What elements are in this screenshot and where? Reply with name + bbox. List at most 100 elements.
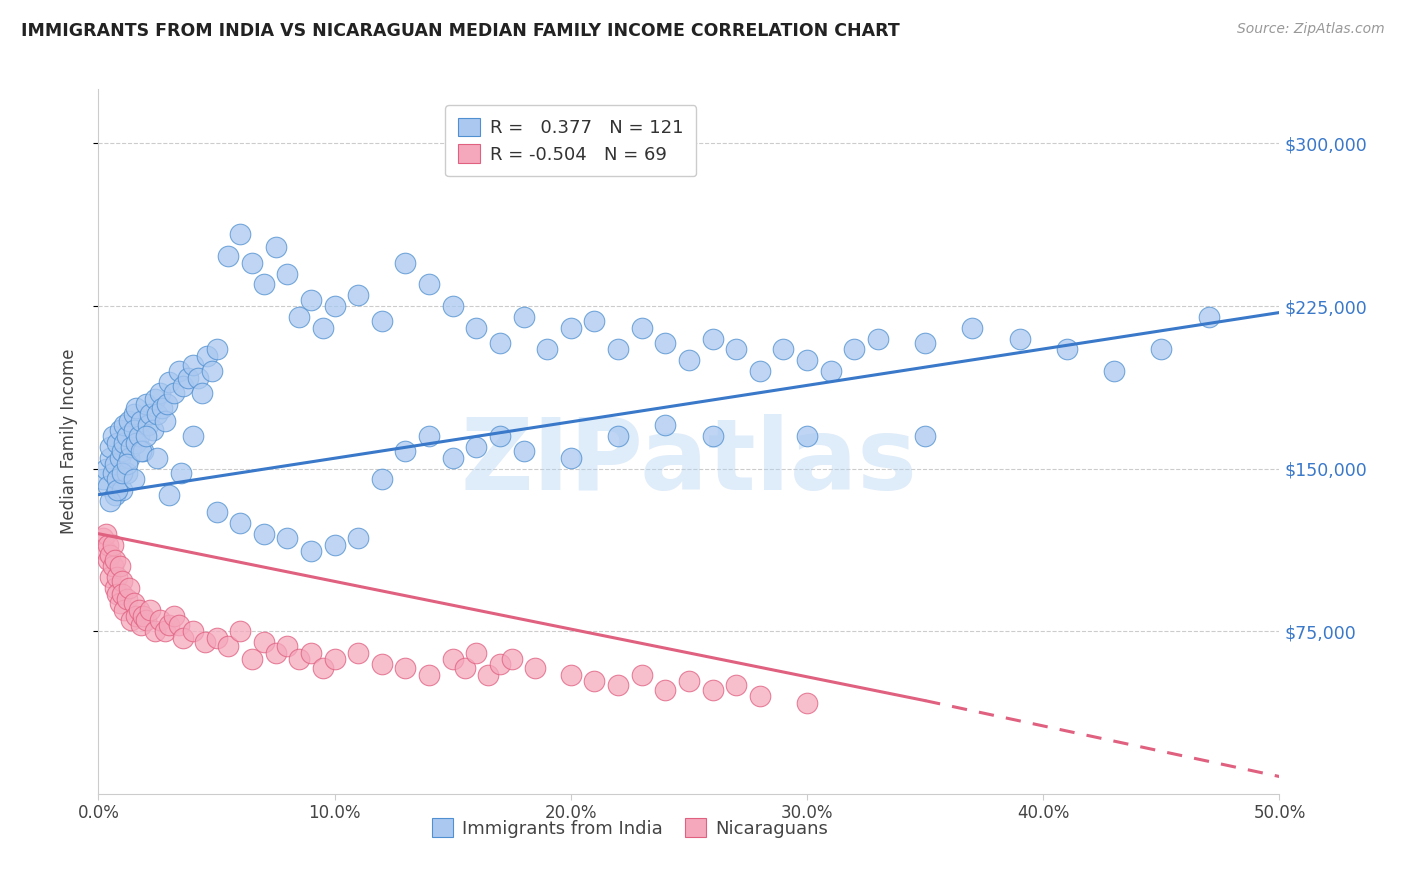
Point — [914, 335, 936, 350]
Point — [125, 609, 148, 624]
Point — [122, 423, 145, 437]
Point — [98, 570, 121, 584]
Point — [347, 531, 370, 545]
Point — [583, 674, 606, 689]
Point — [748, 690, 770, 704]
Point — [607, 429, 630, 443]
Point — [229, 624, 252, 639]
Point — [97, 537, 120, 551]
Point — [104, 552, 127, 566]
Point — [347, 288, 370, 302]
Point — [94, 544, 117, 558]
Point — [201, 364, 224, 378]
Point — [111, 587, 134, 601]
Point — [725, 343, 748, 357]
Point — [299, 293, 322, 307]
Point — [253, 526, 276, 541]
Point — [678, 674, 700, 689]
Point — [111, 466, 134, 480]
Point — [524, 661, 547, 675]
Point — [607, 343, 630, 357]
Point — [108, 450, 131, 465]
Point — [129, 444, 152, 458]
Point — [394, 661, 416, 675]
Point — [748, 364, 770, 378]
Point — [441, 652, 464, 666]
Point — [115, 429, 138, 443]
Point — [347, 646, 370, 660]
Point — [111, 483, 134, 498]
Point — [112, 435, 135, 450]
Point — [105, 435, 128, 450]
Point — [129, 414, 152, 428]
Point — [512, 444, 534, 458]
Point — [163, 609, 186, 624]
Point — [276, 640, 298, 654]
Point — [276, 531, 298, 545]
Point — [441, 450, 464, 465]
Point — [101, 466, 124, 480]
Point — [118, 450, 141, 465]
Point — [125, 435, 148, 450]
Point — [139, 408, 162, 422]
Point — [181, 358, 204, 372]
Point — [465, 320, 488, 334]
Point — [132, 609, 155, 624]
Point — [205, 343, 228, 357]
Point — [796, 429, 818, 443]
Point — [143, 392, 166, 407]
Point — [844, 343, 866, 357]
Point — [394, 444, 416, 458]
Point — [205, 505, 228, 519]
Point — [125, 401, 148, 415]
Point — [121, 440, 143, 454]
Point — [264, 646, 287, 660]
Point — [489, 429, 512, 443]
Point — [167, 617, 190, 632]
Point — [560, 667, 582, 681]
Point — [654, 682, 676, 697]
Point — [149, 614, 172, 628]
Point — [112, 418, 135, 433]
Point — [418, 277, 440, 292]
Point — [153, 414, 176, 428]
Point — [143, 624, 166, 639]
Point — [105, 570, 128, 584]
Point — [122, 473, 145, 487]
Legend: Immigrants from India, Nicaraguans: Immigrants from India, Nicaraguans — [425, 811, 835, 845]
Point — [441, 299, 464, 313]
Point — [489, 335, 512, 350]
Point — [170, 466, 193, 480]
Point — [465, 646, 488, 660]
Point — [866, 332, 889, 346]
Point — [153, 624, 176, 639]
Point — [299, 544, 322, 558]
Point — [128, 429, 150, 443]
Point — [323, 537, 346, 551]
Point — [217, 249, 239, 263]
Point — [418, 667, 440, 681]
Point — [136, 418, 159, 433]
Point — [98, 450, 121, 465]
Point — [1150, 343, 1173, 357]
Point — [122, 408, 145, 422]
Point — [157, 375, 180, 389]
Point — [163, 385, 186, 400]
Point — [149, 385, 172, 400]
Point — [101, 429, 124, 443]
Point — [820, 364, 842, 378]
Point — [94, 461, 117, 475]
Point — [702, 682, 724, 697]
Point — [94, 526, 117, 541]
Point — [630, 320, 652, 334]
Point — [371, 473, 394, 487]
Point — [129, 617, 152, 632]
Point — [288, 652, 311, 666]
Point — [156, 396, 179, 410]
Point — [115, 458, 138, 472]
Point — [371, 657, 394, 671]
Point — [97, 552, 120, 566]
Point — [229, 227, 252, 242]
Point — [172, 379, 194, 393]
Point — [135, 396, 157, 410]
